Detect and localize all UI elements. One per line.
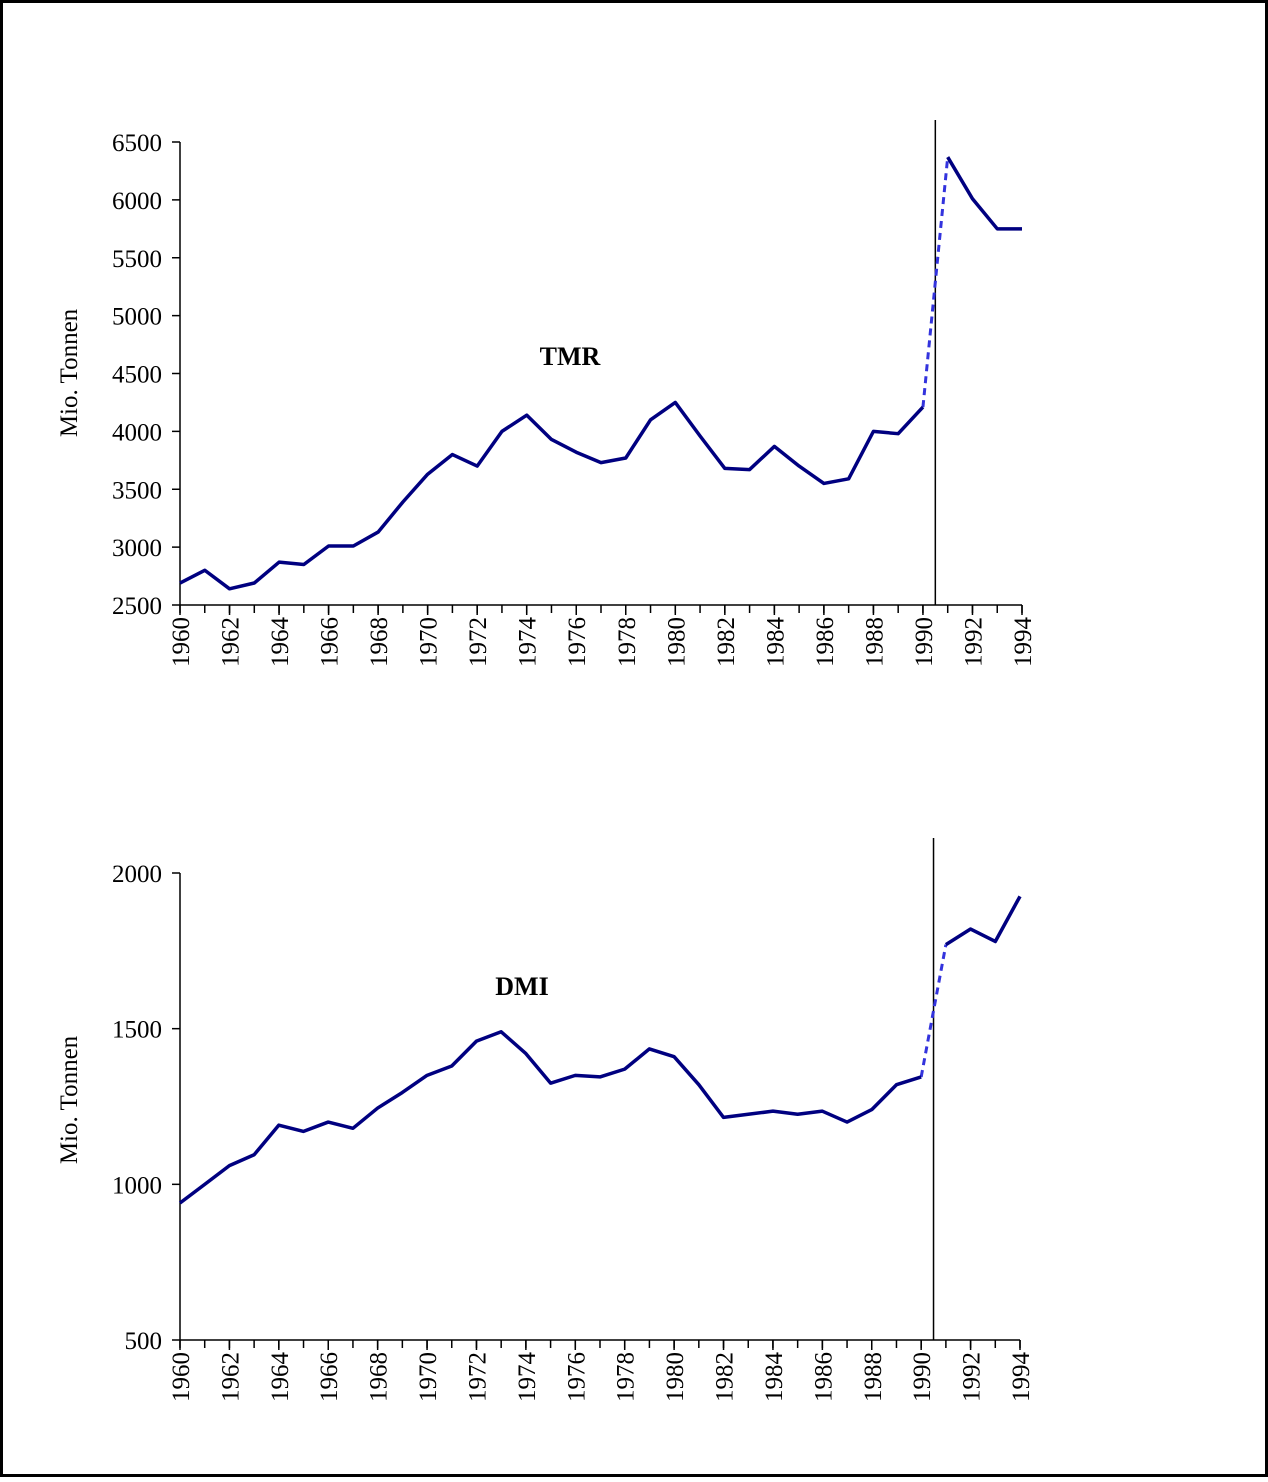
y-tick-label: 6000 (112, 188, 162, 215)
y-tick-label: 2000 (112, 861, 162, 888)
x-tick-label: 1992 (960, 617, 987, 667)
annotation: TMR (540, 342, 601, 371)
x-tick-label: 1980 (662, 1352, 689, 1402)
x-tick-label: 1960 (168, 1352, 195, 1402)
x-tick-label: 1964 (267, 1352, 294, 1403)
x-tick-label: 1988 (860, 1352, 887, 1402)
series-line (944, 895, 1022, 947)
x-tick-label: 1962 (218, 617, 245, 667)
series-line (179, 400, 925, 591)
y-axis-label: Mio. Tonnen (56, 1035, 83, 1164)
x-tick-label: 1974 (515, 617, 542, 668)
line-chart: 500 1000 1500 2000 1960 1962 1964 1966 1968 1970 1… (56, 838, 1035, 1402)
x-tick-label: 1968 (366, 1352, 393, 1402)
x-tick-label: 1994 (1008, 1352, 1035, 1403)
x-tick-label: 1986 (812, 617, 839, 667)
x-tick-label: 1984 (762, 617, 789, 668)
x-tick-label: 1976 (563, 1352, 590, 1402)
series-line (178, 1030, 922, 1205)
x-tick-label: 1966 (317, 617, 344, 667)
x-tick-label: 1994 (1010, 617, 1037, 668)
x-tick-label: 1992 (959, 1352, 986, 1402)
x-tick-label: 1962 (217, 1352, 244, 1402)
x-tick-label: 1960 (168, 617, 195, 667)
x-tick-label: 1978 (613, 1352, 640, 1402)
x-tick-label: 1970 (416, 617, 443, 667)
x-tick-label: 1966 (316, 1352, 343, 1402)
y-tick-label: 5000 (112, 304, 162, 331)
x-tick-label: 1980 (663, 617, 690, 667)
y-tick-label: 6500 (112, 130, 162, 157)
y-tick-label: 4000 (112, 419, 162, 446)
y-tick-label: 2500 (112, 593, 162, 620)
y-tick-label: 1500 (112, 1017, 162, 1044)
line-chart: 2500 3000 3500 4000 4500 5000 5500 6000 6500 1960… (56, 120, 1037, 667)
x-tick-label: 1970 (415, 1352, 442, 1402)
x-tick-label: 1978 (614, 617, 641, 667)
x-tick-label: 1974 (514, 1352, 541, 1403)
x-tick-label: 1968 (366, 617, 393, 667)
x-tick-label: 1984 (761, 1352, 788, 1403)
x-tick-label: 1972 (464, 1352, 491, 1402)
x-tick-label: 1976 (564, 617, 591, 667)
x-tick-label: 1986 (810, 1352, 837, 1402)
series-line-dashed (919, 944, 948, 1078)
x-tick-label: 1988 (861, 617, 888, 667)
y-tick-label: 5500 (112, 246, 162, 273)
series-line (946, 156, 1022, 231)
y-tick-label: 4500 (112, 362, 162, 389)
y-tick-label: 3000 (112, 535, 162, 562)
annotation: DMI (495, 972, 548, 1001)
x-tick-label: 1990 (909, 1352, 936, 1402)
x-tick-label: 1972 (465, 617, 492, 667)
x-tick-label: 1964 (267, 617, 294, 668)
y-tick-label: 3500 (112, 477, 162, 504)
x-tick-label: 1990 (911, 617, 938, 667)
y-axis-label: Mio. Tonnen (56, 308, 83, 437)
x-tick-label: 1982 (712, 1352, 739, 1402)
y-tick-label: 1000 (112, 1172, 162, 1199)
y-tick-label: 500 (125, 1328, 163, 1355)
series-line-dashed (921, 156, 950, 408)
x-tick-label: 1982 (713, 617, 740, 667)
